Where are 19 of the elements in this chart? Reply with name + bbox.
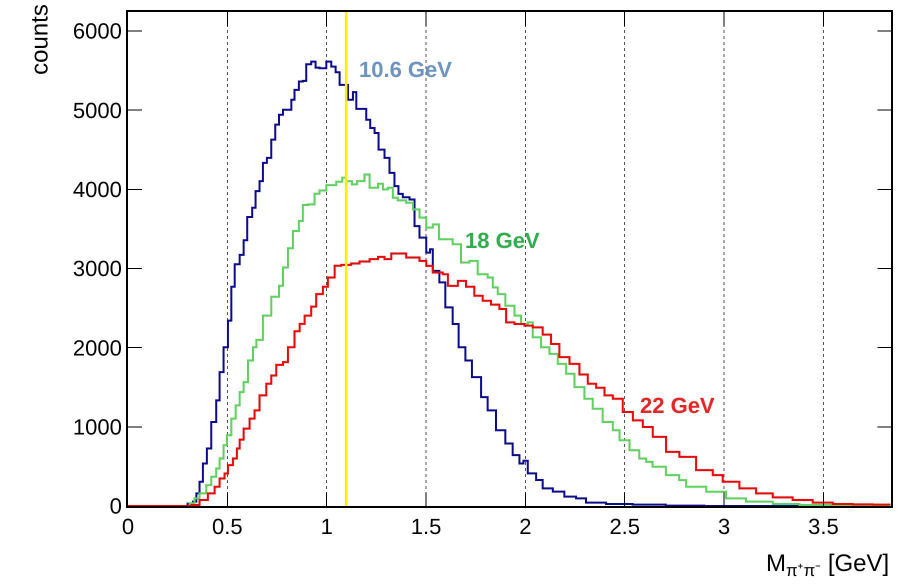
y-tick-label: 2000	[72, 335, 122, 360]
y-tick-label: 3000	[72, 256, 122, 282]
x-tick-label: 1.5	[410, 514, 442, 540]
y-tick-label: 4000	[72, 177, 122, 202]
y-tick-label: 6000	[72, 18, 122, 44]
x-axis-title: M$_{π⁺π⁻}$ [GeV]	[766, 550, 890, 580]
x-tick-label: 1	[320, 514, 333, 540]
y-axis-title: counts	[26, 4, 54, 75]
series-label: 22 GeV	[640, 393, 715, 418]
y-tick-label: 5000	[72, 98, 122, 123]
x-tick-label: 3.5	[808, 514, 839, 540]
series-label: 10.6 GeV	[359, 57, 452, 82]
x-tick-label: 3	[718, 514, 730, 540]
x-tick-label: 2	[519, 514, 532, 540]
x-tick-label: 0.5	[212, 514, 243, 540]
y-tick-label: 0	[110, 494, 122, 519]
series-label: 18 GeV	[465, 228, 540, 253]
x-tick-label: 2.5	[609, 514, 640, 540]
y-tick-label: 1000	[72, 414, 122, 440]
